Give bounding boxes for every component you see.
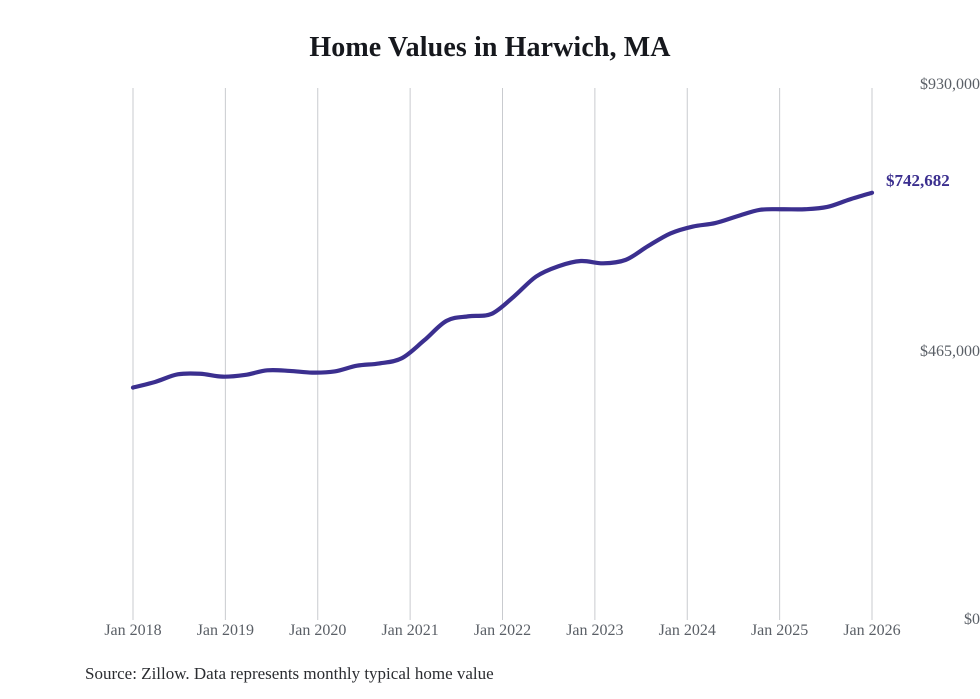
gridline-group [132,88,873,620]
x-axis-tick-label: Jan 2018 [104,622,162,639]
source-note: Source: Zillow. Data represents monthly … [85,664,494,683]
y-axis-tick-label-mid: $465,000 [920,343,980,360]
x-axis-tick-label: Jan 2019 [196,622,255,639]
y-axis-tick-label-zero: $0 [964,611,980,628]
data-series-line [130,190,875,390]
x-axis-tick-label: Jan 2020 [289,622,347,639]
y-axis-tick-label-top: $930,000 [920,76,980,93]
x-axis-tick-label: Jan 2025 [750,622,809,639]
x-axis-tick-label: Jan 2023 [566,622,624,639]
end-value-label: $742,682 [886,170,950,190]
x-axis-tick-label: Jan 2024 [658,622,716,639]
x-axis-tick-label: Jan 2021 [381,622,439,639]
x-axis-tick-label: Jan 2022 [473,622,532,639]
x-axis-tick-label: Jan 2026 [843,622,901,639]
chart-title: Home Values in Harwich, MA [309,32,671,63]
